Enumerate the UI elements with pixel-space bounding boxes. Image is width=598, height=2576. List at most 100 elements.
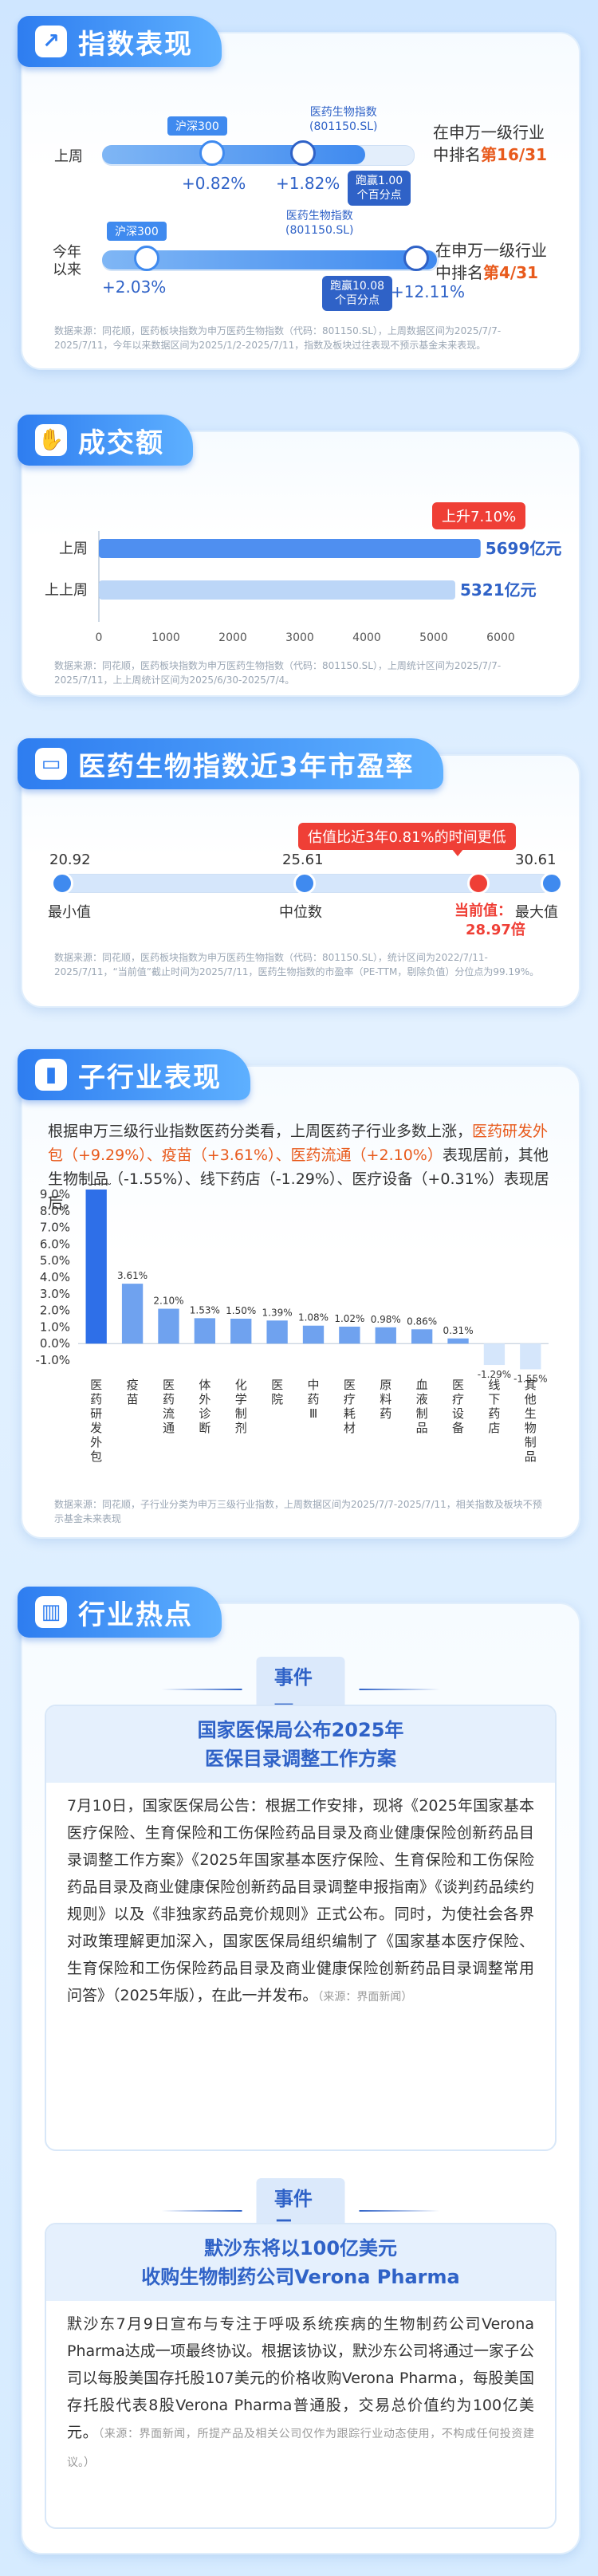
sub-ytick: -1.0% bbox=[35, 1353, 70, 1367]
sub-category-char: 备 bbox=[452, 1421, 464, 1435]
event2-body: 默沙东7月9日宣布与专注于呼吸系统疾病的生物制药公司Verona Pharma达… bbox=[67, 2311, 549, 2476]
turnover-value-label: 5699亿元 bbox=[486, 539, 562, 558]
index-card: ↗ 指数表现 上周 沪深300 +0.82% 医药生物指数 (801150.SL… bbox=[18, 16, 580, 370]
hot-card: ▥ 行业热点 事件一 国家医保局公布2025年 医保目录调整工作方案 7月10日… bbox=[18, 1587, 580, 2554]
sub-category-char: 制 bbox=[525, 1435, 537, 1449]
row2-rank: 在申万一级行业 中排名第4/31 bbox=[435, 239, 547, 284]
event1-body: 7月10日，国家医保局公告：根据工作安排，现将《2025年国家基本医疗保险、生育… bbox=[67, 1792, 534, 2011]
hot-tab: ▥ 行业热点 bbox=[18, 1587, 222, 1638]
row1-hs300-marker bbox=[199, 140, 225, 166]
turnover-title: 成交额 bbox=[78, 427, 164, 459]
pe-median-dot bbox=[293, 872, 316, 895]
sub-category-char: 中 bbox=[307, 1378, 319, 1392]
row1-bio-label: 医药生物指数 (801150.SL) bbox=[309, 106, 378, 133]
sub-bar bbox=[266, 1320, 288, 1344]
sub-value-label: 1.50% bbox=[226, 1305, 256, 1316]
event2-head: 默沙东将以100亿美元 收购生物制药公司Verona Pharma bbox=[46, 2224, 555, 2301]
sub-category-char: 其 bbox=[525, 1378, 537, 1392]
sub-intro-highlight: 医药研发外包（+9.29%）、疫苗（+3.61%）、医药流通（+2.10%） bbox=[48, 1123, 549, 1164]
sub-category-char: 线 bbox=[488, 1378, 500, 1392]
event1-card: 国家医保局公布2025年 医保目录调整工作方案 7月10日，国家医保局公告：根据… bbox=[45, 1705, 557, 2151]
sub-category-char: 药 bbox=[488, 1406, 500, 1421]
event1-title-2: 医保目录调整工作方案 bbox=[205, 1748, 396, 1770]
sub-category-char: 制 bbox=[416, 1406, 428, 1421]
sub-value-label: 1.53% bbox=[190, 1304, 220, 1316]
row1-excess: 跑赢1.00 个百分点 bbox=[348, 171, 411, 206]
sub-value-label: 0.31% bbox=[443, 1325, 473, 1336]
turnover-xtick: 4000 bbox=[352, 631, 381, 644]
sub-category-char: 药 bbox=[90, 1392, 102, 1406]
sub-category-char: 外 bbox=[199, 1392, 210, 1406]
sub-bar bbox=[520, 1343, 541, 1370]
row2-period: 今年 以来 bbox=[53, 244, 81, 278]
row1-hs300-pct: +0.82% bbox=[182, 174, 246, 193]
row2-rank-value: 第4/31 bbox=[483, 263, 539, 282]
pe-max-label: 最大值 bbox=[515, 904, 558, 921]
event2-title-2: 收购生物制药公司Verona Pharma bbox=[141, 2266, 460, 2288]
turnover-xtick: 2000 bbox=[218, 631, 247, 644]
row1-rank-text: 在申万一级行业 中排名 bbox=[433, 123, 545, 164]
sub-category-char: 耗 bbox=[344, 1406, 356, 1421]
event2-source: （来源：界面新闻，所提产品及相关公司仅作为跟踪行业动态使用，不构成任何投资建议。… bbox=[67, 2428, 534, 2469]
row2-hs300-marker bbox=[134, 246, 159, 271]
pe-min-value: 20.92 bbox=[49, 851, 91, 868]
sub-category-char: 物 bbox=[525, 1421, 537, 1435]
sub-ytick: 1.0% bbox=[40, 1319, 70, 1334]
sub-bar bbox=[194, 1318, 216, 1344]
sub-category-char: 品 bbox=[416, 1421, 428, 1435]
sub-category-char: 药 bbox=[380, 1406, 391, 1421]
sub-card: ▮ 子行业表现 根据申万三级行业指数医药分类看，上周医药子行业多数上涨，医药研发… bbox=[18, 1049, 580, 1539]
sub-category-char: 发 bbox=[90, 1421, 102, 1435]
handshake-icon: ✋ bbox=[35, 424, 67, 456]
sub-bar bbox=[411, 1329, 433, 1344]
sub-ytick: 9.0% bbox=[40, 1187, 70, 1201]
pe-median-label: 中位数 bbox=[279, 904, 322, 921]
event1-title-1: 国家医保局公布2025年 bbox=[197, 1719, 404, 1741]
index-tab: ↗ 指数表现 bbox=[18, 16, 222, 67]
sub-ytick: 6.0% bbox=[40, 1237, 70, 1251]
turnover-badge: 上升7.10% bbox=[432, 502, 526, 529]
turnover-xtick: 6000 bbox=[486, 631, 515, 644]
sub-bar bbox=[375, 1327, 396, 1344]
sub-tab: ▮ 子行业表现 bbox=[18, 1049, 250, 1100]
pe-callout: 估值比近3年0.81%的时间更低 bbox=[298, 823, 516, 850]
pe-callout-pointer bbox=[451, 848, 464, 856]
row2-bio-pct: +12.11% bbox=[391, 282, 466, 301]
sub-category-char: 药 bbox=[163, 1392, 175, 1406]
sub-category-char: 剂 bbox=[235, 1421, 247, 1435]
row2-bio-label: 医药生物指数 (801150.SL) bbox=[285, 210, 354, 237]
sub-ytick: 0.0% bbox=[40, 1336, 70, 1351]
sub-category-char: 疗 bbox=[344, 1392, 356, 1406]
sub-bar bbox=[302, 1325, 325, 1344]
sub-category-char: 苗 bbox=[127, 1392, 139, 1406]
sub-value-label: 1.02% bbox=[334, 1313, 364, 1324]
sub-bar bbox=[447, 1338, 469, 1344]
turnover-xtick: 3000 bbox=[285, 631, 314, 644]
building-icon: ▥ bbox=[35, 1596, 67, 1628]
divider bbox=[359, 1689, 440, 1690]
index-title: 指数表现 bbox=[78, 28, 193, 61]
sub-category-char: 医 bbox=[163, 1378, 175, 1392]
sub-intro-a: 根据申万三级行业指数医药分类看，上周医药子行业多数上涨， bbox=[48, 1123, 473, 1140]
sub-category-char: 断 bbox=[199, 1421, 210, 1435]
row1-bio-pct: +1.82% bbox=[276, 174, 340, 193]
sub-value-label: 0.98% bbox=[371, 1314, 401, 1325]
sub-category-char: 血 bbox=[416, 1378, 428, 1392]
pe-note: 数据来源：同花顺，医药板块指数为申万医药生物指数（代码：801150.SL），统… bbox=[54, 952, 540, 977]
sub-category-char: 制 bbox=[235, 1406, 247, 1421]
sub-category-char: 医 bbox=[344, 1378, 356, 1392]
divider bbox=[161, 2210, 242, 2212]
sub-category-char: 疫 bbox=[127, 1378, 139, 1392]
sub-ytick: 7.0% bbox=[40, 1221, 70, 1235]
pe-title: 医药生物指数近3年市盈率 bbox=[78, 750, 415, 783]
sub-category-char: 疗 bbox=[452, 1392, 464, 1406]
pe-current-label: 当前值： bbox=[454, 903, 512, 919]
sub-ytick: 4.0% bbox=[40, 1270, 70, 1284]
event2-body-text: 默沙东7月9日宣布与专注于呼吸系统疾病的生物制药公司Verona Pharma达… bbox=[67, 2315, 550, 2441]
pe-current-value: 28.97倍 bbox=[466, 922, 525, 938]
row1-hs300-label: 沪深300 bbox=[167, 116, 227, 136]
sub-bar bbox=[339, 1326, 360, 1344]
turnover-note: 数据来源：同花顺，医药板块指数为申万医药生物指数（代码：801150.SL），上… bbox=[54, 660, 502, 686]
sub-chart: 9.0% 8.0% 7.0% 6.0% 5.0% 4.0% 3.0% 2.0%1.0% 0.0%… bbox=[35, 1183, 549, 1464]
row1-fill bbox=[102, 145, 365, 164]
